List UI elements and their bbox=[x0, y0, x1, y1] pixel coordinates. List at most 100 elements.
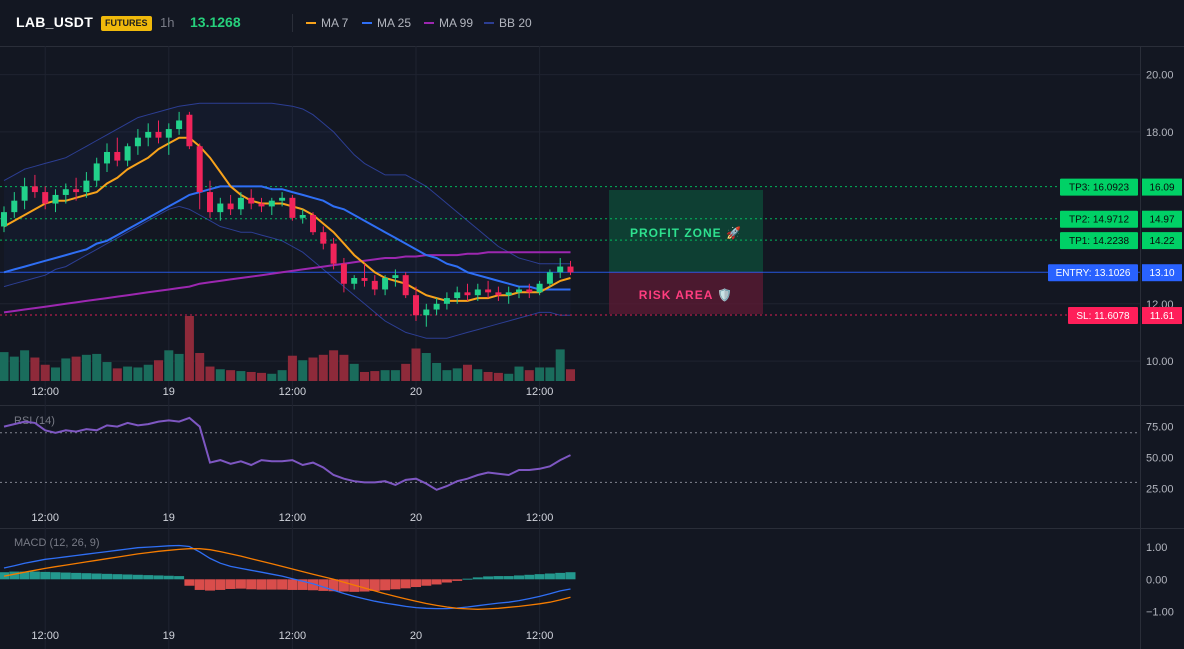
candle[interactable] bbox=[165, 123, 172, 155]
candle-body bbox=[546, 272, 553, 284]
profit-zone[interactable]: PROFIT ZONE 🚀 bbox=[609, 190, 763, 272]
time-tick-label: 12:00 bbox=[279, 630, 307, 642]
volume-bar bbox=[504, 373, 514, 381]
timeframe-label[interactable]: 1h bbox=[160, 15, 175, 30]
volume-bar bbox=[483, 371, 493, 381]
candle[interactable] bbox=[145, 123, 152, 147]
candle[interactable] bbox=[104, 143, 110, 173]
candle[interactable] bbox=[567, 260, 574, 276]
candle[interactable] bbox=[402, 272, 409, 299]
candle[interactable] bbox=[11, 192, 18, 218]
volume-bar bbox=[123, 366, 133, 381]
time-axes[interactable]: 12:00 19 12:00 20 12:00 12:00 19 12:00 20 12:00 12… bbox=[31, 386, 553, 642]
candle[interactable] bbox=[299, 209, 306, 224]
legend-bb20[interactable]: BB 20 bbox=[484, 16, 532, 30]
candle[interactable] bbox=[351, 275, 358, 290]
candle[interactable] bbox=[217, 197, 224, 221]
candle[interactable] bbox=[392, 269, 399, 287]
candle[interactable] bbox=[83, 172, 90, 198]
price-tick-label: 20.00 bbox=[1146, 70, 1174, 82]
candle-body bbox=[567, 266, 574, 273]
candle[interactable] bbox=[485, 280, 492, 299]
candle-body bbox=[227, 203, 234, 210]
legend-ma99[interactable]: MA 99 bbox=[424, 16, 473, 30]
sl-tag-bg bbox=[1068, 307, 1138, 325]
candle[interactable] bbox=[248, 189, 255, 210]
time-tick-label: 12:00 bbox=[526, 630, 554, 642]
legend-ma7[interactable]: MA 7 bbox=[306, 16, 348, 30]
candle[interactable] bbox=[382, 275, 389, 296]
legend-ma25[interactable]: MA 25 bbox=[362, 16, 411, 30]
macd-histogram-bar bbox=[81, 573, 92, 580]
volume-bar bbox=[184, 316, 194, 381]
risk-zone[interactable]: RISK AREA 🛡️ bbox=[609, 272, 763, 314]
candle[interactable] bbox=[423, 303, 430, 327]
volume-bar bbox=[61, 358, 71, 381]
candle[interactable] bbox=[371, 275, 378, 296]
candle[interactable] bbox=[196, 143, 203, 210]
candle[interactable] bbox=[134, 129, 141, 155]
candle[interactable] bbox=[52, 189, 59, 213]
candle[interactable] bbox=[454, 286, 461, 304]
candle-body bbox=[52, 194, 59, 204]
volume-bar bbox=[205, 366, 215, 381]
sl-axis-bg bbox=[1142, 307, 1182, 325]
candle-body bbox=[402, 275, 409, 296]
risk-zone-box bbox=[609, 272, 763, 314]
candle[interactable] bbox=[279, 192, 286, 207]
candle-body bbox=[320, 232, 327, 244]
candle[interactable] bbox=[237, 192, 244, 215]
candle[interactable] bbox=[62, 183, 69, 204]
candle-body bbox=[361, 278, 368, 281]
macd-tick-label: 0.00 bbox=[1146, 574, 1167, 586]
macd-histogram-bar bbox=[369, 579, 380, 591]
price-axis[interactable]: 20.0018.0012.0010.0075.0050.0025.001.000… bbox=[1146, 70, 1174, 619]
candle-body bbox=[134, 137, 141, 147]
volume-bar bbox=[308, 357, 318, 381]
candle[interactable] bbox=[73, 177, 80, 201]
candle[interactable] bbox=[21, 177, 28, 210]
candle-body bbox=[340, 263, 347, 284]
candle[interactable] bbox=[289, 194, 296, 221]
candle-body bbox=[505, 292, 512, 296]
macd-histogram-bar bbox=[544, 573, 555, 580]
macd-histogram-bar bbox=[472, 577, 483, 580]
candle[interactable] bbox=[557, 257, 564, 279]
candle[interactable] bbox=[526, 283, 533, 299]
macd-pane[interactable]: MACD (12, 26, 9) bbox=[0, 537, 576, 610]
candle[interactable] bbox=[42, 186, 49, 210]
macd-histogram-bar bbox=[29, 571, 40, 580]
symbol-name[interactable]: LAB_USDT bbox=[16, 14, 94, 30]
rsi-pane[interactable]: RSI (14) bbox=[0, 415, 1140, 491]
candle[interactable] bbox=[330, 237, 337, 270]
candle[interactable] bbox=[186, 111, 193, 150]
candle[interactable] bbox=[114, 137, 121, 167]
candle[interactable] bbox=[207, 180, 213, 218]
chart-canvas[interactable]: PROFIT ZONE 🚀 RISK AREA 🛡️ 20.0018.0012.… bbox=[0, 46, 1184, 649]
candle[interactable] bbox=[310, 212, 316, 236]
candle[interactable] bbox=[464, 283, 471, 301]
volume-bar bbox=[514, 366, 524, 381]
candle[interactable] bbox=[474, 283, 481, 301]
candle[interactable] bbox=[227, 194, 234, 215]
candle[interactable] bbox=[340, 257, 347, 293]
candle[interactable] bbox=[31, 174, 38, 198]
candle[interactable] bbox=[546, 269, 553, 287]
candle[interactable] bbox=[361, 263, 368, 287]
candle[interactable] bbox=[268, 197, 275, 215]
candle[interactable] bbox=[176, 111, 183, 135]
candle[interactable] bbox=[516, 286, 522, 299]
candle[interactable] bbox=[124, 143, 131, 167]
candle[interactable] bbox=[258, 197, 265, 213]
candle[interactable] bbox=[93, 157, 100, 187]
candle[interactable] bbox=[495, 286, 502, 301]
candle[interactable] bbox=[505, 286, 512, 304]
candle[interactable] bbox=[413, 286, 419, 321]
candle[interactable] bbox=[155, 120, 162, 144]
candle[interactable] bbox=[320, 226, 327, 250]
candle[interactable] bbox=[433, 298, 440, 316]
candle[interactable] bbox=[536, 280, 543, 296]
candle[interactable] bbox=[1, 206, 7, 233]
candlesticks[interactable] bbox=[1, 111, 574, 327]
candle[interactable] bbox=[443, 292, 450, 310]
